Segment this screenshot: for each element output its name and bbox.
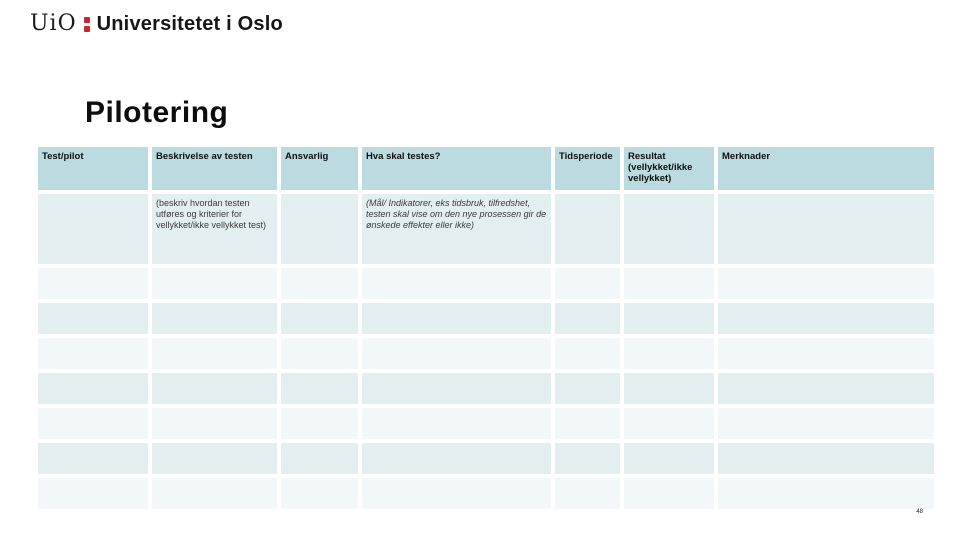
table-cell xyxy=(624,268,714,299)
column-header: Beskrivelse av testen xyxy=(152,147,277,190)
table-cell xyxy=(152,373,277,404)
column-header: Ansvarlig xyxy=(281,147,358,190)
table-cell xyxy=(281,373,358,404)
table-cell xyxy=(555,408,620,439)
table-cell xyxy=(624,478,714,509)
table-cell xyxy=(362,268,551,299)
table-cell xyxy=(718,408,934,439)
table-cell xyxy=(555,478,620,509)
table-row xyxy=(38,303,934,334)
column-header: Hva skal testes? xyxy=(362,147,551,190)
table-cell xyxy=(624,443,714,474)
uio-logo-name: Universitetet i Oslo xyxy=(96,13,283,35)
table-cell xyxy=(38,478,148,509)
table-cell xyxy=(152,443,277,474)
table-cell xyxy=(152,478,277,509)
table-cell xyxy=(38,194,148,264)
table-cell xyxy=(362,478,551,509)
slide-title: Pilotering xyxy=(85,96,229,129)
table-cell xyxy=(718,338,934,369)
table-cell xyxy=(362,338,551,369)
table-cell xyxy=(624,373,714,404)
table-cell xyxy=(624,338,714,369)
table-cell xyxy=(718,268,934,299)
table-row xyxy=(38,478,934,509)
table-cell xyxy=(38,443,148,474)
table-cell xyxy=(362,303,551,334)
table-cell xyxy=(38,373,148,404)
table-cell xyxy=(555,338,620,369)
table-row xyxy=(38,268,934,299)
table-cell xyxy=(281,408,358,439)
column-header: Merknader xyxy=(718,147,934,190)
table-cell xyxy=(152,408,277,439)
table-row xyxy=(38,373,934,404)
table-row: (beskriv hvordan testen utføres og krite… xyxy=(38,194,934,264)
uio-logo: UiO Universitetet i Oslo xyxy=(30,11,283,37)
column-header: Resultat (vellykket/ikke vellykket) xyxy=(624,147,714,190)
table-cell xyxy=(555,443,620,474)
table-cell xyxy=(555,303,620,334)
table-cell xyxy=(152,338,277,369)
table-cell xyxy=(624,408,714,439)
table-cell xyxy=(718,303,934,334)
table-cell xyxy=(624,194,714,264)
table-cell xyxy=(555,268,620,299)
table-cell xyxy=(555,373,620,404)
table-row xyxy=(38,408,934,439)
table-cell xyxy=(281,443,358,474)
table-cell xyxy=(718,373,934,404)
table-cell xyxy=(624,303,714,334)
table-cell xyxy=(152,268,277,299)
uio-colon-icon xyxy=(83,16,90,32)
table-row xyxy=(38,338,934,369)
table-cell xyxy=(152,303,277,334)
table-cell xyxy=(281,478,358,509)
pilot-table: Test/pilot Beskrivelse av testen Ansvarlig… xyxy=(34,143,938,513)
table-cell xyxy=(281,303,358,334)
table-cell xyxy=(38,303,148,334)
table-cell xyxy=(718,194,934,264)
table-cell: (beskriv hvordan testen utføres og krite… xyxy=(152,194,277,264)
table-cell xyxy=(38,268,148,299)
table-body: (beskriv hvordan testen utføres og krite… xyxy=(38,194,934,509)
column-header: Test/pilot xyxy=(38,147,148,190)
table-cell xyxy=(718,443,934,474)
column-header: Tidsperiode xyxy=(555,147,620,190)
table-cell xyxy=(281,194,358,264)
page-number: 48 xyxy=(916,509,923,515)
table-cell xyxy=(38,408,148,439)
table-cell xyxy=(362,373,551,404)
table-cell xyxy=(281,268,358,299)
table-cell xyxy=(281,338,358,369)
table-row xyxy=(38,443,934,474)
table-cell xyxy=(555,194,620,264)
table-cell: (Mål/ Indikatorer, eks tidsbruk, tilfred… xyxy=(362,194,551,264)
table-header-row: Test/pilot Beskrivelse av testen Ansvarlig… xyxy=(38,147,934,190)
table-cell xyxy=(362,443,551,474)
table-cell xyxy=(718,478,934,509)
table-cell xyxy=(38,338,148,369)
table-cell xyxy=(362,408,551,439)
uio-logo-mark: UiO xyxy=(30,11,77,36)
